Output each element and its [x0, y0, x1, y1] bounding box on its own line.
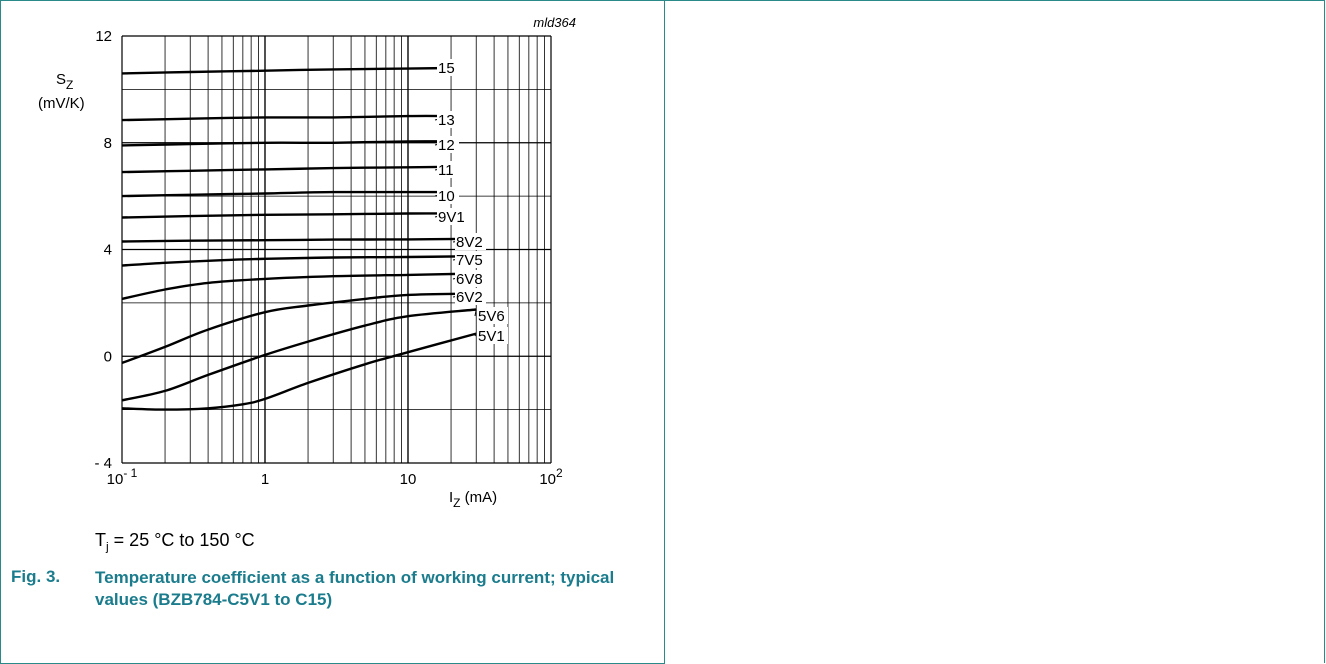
condition-text: Tj = 25 °C to 150 °C	[95, 530, 255, 554]
series-line-6v2	[121, 292, 477, 365]
y-tick-label: 0	[104, 348, 112, 365]
series-line-13	[121, 114, 452, 122]
x-tick-label: 1	[261, 471, 269, 488]
label-background	[437, 111, 459, 128]
label-background	[437, 59, 459, 76]
y-tick-label: 8	[104, 135, 112, 152]
series-label-10: 10	[438, 188, 455, 205]
series-label-7v5: 7V5	[456, 252, 483, 269]
series-line-10	[121, 190, 451, 198]
series-line-5v6	[121, 308, 477, 402]
label-background	[455, 270, 486, 287]
x-tick-label: 10	[400, 471, 417, 488]
label-leader	[474, 333, 477, 337]
y-tick-label: 4	[104, 242, 112, 259]
series-label-8v2: 8V2	[456, 234, 483, 251]
x-tick-label: 102	[539, 466, 563, 488]
figure-caption: Temperature coefficient as a function of…	[95, 568, 615, 609]
series-line-6v8	[121, 272, 477, 301]
series-label-5v1: 5V1	[478, 328, 505, 345]
series-line-11	[121, 165, 452, 174]
column-divider	[664, 0, 665, 664]
series-label-12: 12	[438, 137, 455, 154]
chart-grid	[121, 35, 552, 464]
label-background	[437, 208, 468, 225]
series-label-6v2: 6V2	[456, 289, 483, 306]
series-label-13: 13	[438, 112, 455, 129]
figure-code: mld364	[533, 15, 576, 30]
label-background	[477, 327, 508, 344]
series-line-5v1	[121, 332, 477, 411]
condition-symbol: T	[95, 530, 106, 550]
label-background	[455, 233, 486, 250]
label-background	[455, 288, 486, 305]
label-background	[477, 307, 508, 324]
series-line-7v5	[121, 255, 477, 267]
x-tick-label: 10- 1	[107, 466, 138, 488]
x-axis-label-unit: (mA)	[461, 489, 498, 506]
series-line-15	[121, 66, 452, 75]
x-axis-label-sub: Z	[453, 496, 460, 510]
series-line-8v2	[121, 237, 477, 243]
label-background	[437, 187, 459, 204]
x-axis-label-main: I	[449, 489, 453, 506]
series-label-15: 15	[438, 60, 455, 77]
series-label-5v6: 5V6	[478, 308, 505, 325]
y-tick-label: 12	[95, 28, 112, 45]
label-background	[455, 251, 486, 268]
label-leader	[474, 309, 477, 317]
y-axis-label: SZ	[56, 71, 73, 92]
series-label-6v8: 6V8	[456, 271, 483, 288]
condition-range: = 25 °C to 150 °C	[108, 530, 255, 550]
y-axis-label-sub: Z	[66, 78, 73, 92]
y-axis-label-main: S	[56, 71, 66, 88]
condition-subscript: j	[106, 539, 109, 554]
series-label-11: 11	[438, 162, 454, 179]
label-background	[437, 136, 459, 153]
y-axis-unit: (mV/K)	[38, 95, 85, 112]
y-tick-label: - 4	[94, 455, 112, 472]
figure-number: Fig. 3.	[11, 567, 61, 586]
x-axis-label: IZ (mA)	[449, 489, 497, 510]
label-background	[437, 161, 459, 178]
series-label-9v1: 9V1	[438, 209, 465, 226]
axis-tick-labels: 12 8 4 0 - 410- 1 1 10 102	[94, 28, 563, 488]
series-line-12	[121, 140, 452, 147]
chart-curves	[121, 66, 477, 411]
series-line-9v1	[121, 212, 452, 219]
